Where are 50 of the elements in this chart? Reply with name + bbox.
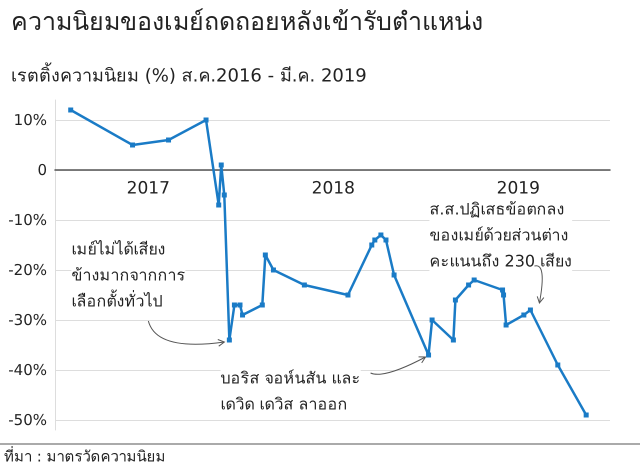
point bbox=[528, 308, 533, 312]
point bbox=[452, 298, 458, 302]
point bbox=[302, 282, 307, 288]
y-tick-label: -50% bbox=[8, 411, 47, 429]
text: ที่มา : มาตรวัดความนิยม bbox=[4, 446, 166, 466]
point bbox=[500, 288, 506, 292]
point bbox=[222, 192, 227, 198]
point bbox=[218, 162, 224, 168]
point bbox=[426, 352, 432, 358]
point bbox=[392, 272, 397, 278]
y-tick-label: 10% bbox=[14, 111, 47, 129]
annotation: เมย์ไม่ได้เสียง ข้างมากจากการ เลือกตั้งทั่วไป bbox=[71, 240, 186, 310]
point bbox=[372, 238, 378, 242]
y-tick-label: 0 bbox=[37, 161, 47, 179]
point bbox=[378, 232, 384, 238]
chart-title: ความนิยมของเมย์ถดถอยหลังเข้ารับตำแหน่ง bbox=[11, 7, 483, 36]
point bbox=[555, 362, 560, 368]
point bbox=[240, 312, 246, 318]
point bbox=[450, 338, 456, 342]
point bbox=[369, 242, 374, 248]
point bbox=[262, 252, 268, 258]
point bbox=[216, 202, 222, 208]
x-tick-label: 2018 bbox=[312, 178, 355, 198]
point bbox=[260, 302, 265, 308]
point bbox=[504, 322, 509, 328]
chart-subtitle: เรตติ้งความนิยม (%) ส.ค.2016 - มี.ค. 2019 bbox=[11, 62, 367, 86]
point bbox=[232, 302, 237, 308]
point bbox=[501, 292, 506, 298]
point bbox=[466, 282, 472, 288]
point bbox=[270, 268, 276, 272]
point bbox=[226, 338, 232, 342]
y-tick-label: -10% bbox=[8, 211, 47, 229]
point bbox=[584, 412, 589, 418]
y-tick-label: -40% bbox=[8, 361, 47, 379]
point bbox=[472, 278, 477, 282]
x-tick-label: 2019 bbox=[496, 178, 540, 198]
point bbox=[383, 238, 388, 242]
point bbox=[166, 138, 172, 142]
y-tick-label: -30% bbox=[8, 311, 47, 329]
point bbox=[521, 312, 526, 318]
annotation: ส.ส.ปฏิเสธข้อตกลง ของเมย์ด้วยส่วนต่าง คะแนนถึง 230 เสียง bbox=[429, 200, 572, 270]
point bbox=[130, 142, 136, 148]
point bbox=[345, 292, 350, 298]
point bbox=[68, 108, 74, 112]
x-tick-label: 2017 bbox=[126, 178, 170, 198]
annotation: บอริส จอห์นสัน และ เดวิด เดวิส ลาออก bbox=[220, 368, 361, 414]
point bbox=[238, 302, 242, 308]
y-tick-label: -20% bbox=[8, 261, 47, 279]
point bbox=[204, 118, 209, 122]
point bbox=[430, 318, 435, 322]
